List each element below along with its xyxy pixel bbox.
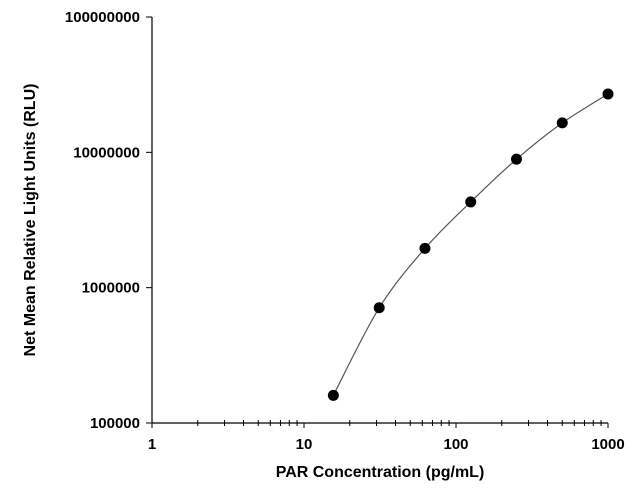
y-tick-label: 100000 bbox=[90, 415, 140, 432]
x-tick-label: 1 bbox=[148, 436, 156, 453]
data-point bbox=[327, 389, 339, 401]
data-point bbox=[419, 242, 431, 254]
y-axis-title: Net Mean Relative Light Units (RLU) bbox=[22, 84, 39, 357]
x-axis-title: PAR Concentration (pg/mL) bbox=[276, 464, 485, 481]
x-tick-label: 100 bbox=[443, 436, 468, 453]
y-tick-label: 100000000 bbox=[65, 9, 140, 26]
data-point bbox=[373, 302, 385, 314]
data-points bbox=[327, 88, 614, 401]
data-point bbox=[510, 153, 522, 165]
ticks bbox=[146, 16, 609, 428]
data-point bbox=[465, 196, 477, 208]
x-tick-label: 1000 bbox=[591, 436, 624, 453]
axes bbox=[151, 17, 608, 424]
data-point bbox=[602, 88, 614, 100]
y-tick-label: 1000000 bbox=[82, 280, 140, 297]
y-tick-label: 10000000 bbox=[73, 144, 140, 161]
data-point bbox=[556, 117, 568, 129]
x-tick-label: 10 bbox=[296, 436, 313, 453]
tick-labels: 1 10 100 1000 100000 1000000 10000000 100000000 bbox=[65, 9, 625, 453]
fit-curve bbox=[332, 93, 609, 396]
